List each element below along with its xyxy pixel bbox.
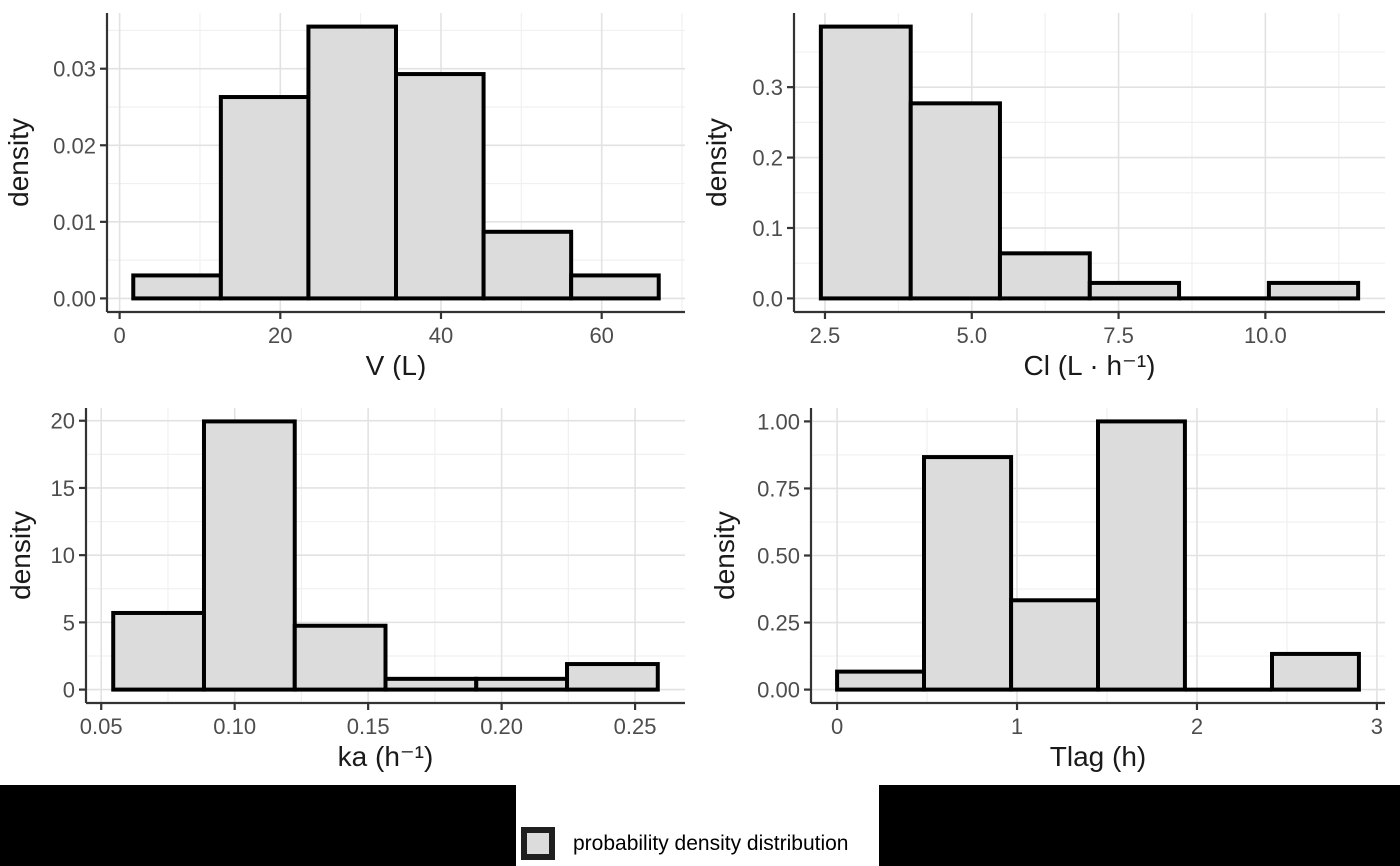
legend-key-swatch [521, 827, 555, 860]
y-tick-label: 0.00 [757, 678, 800, 703]
histogram-bar [1266, 280, 1361, 301]
x-axis-title: ka (h⁻¹) [338, 741, 434, 772]
y-tick-label: 0.3 [752, 75, 783, 100]
y-axis-title: density [3, 118, 34, 207]
redaction-block-right [879, 785, 1400, 866]
x-tick-label: 7.5 [1103, 323, 1134, 348]
histogram-panel-Tlag: 0 1 2 3 0.00 0.25 0.50 0.75 1.00 Tlag (h) density [700, 380, 1400, 785]
x-tick-label: 0.15 [347, 714, 390, 739]
y-tick-label: 0.03 [53, 57, 96, 82]
x-tick-label: 10.0 [1244, 323, 1287, 348]
x-tick-label: 0 [831, 714, 843, 739]
x-tick-label: 60 [589, 323, 613, 348]
y-axis-title: density [5, 511, 36, 600]
y-axis-title: density [701, 118, 732, 207]
x-tick-label: 0.20 [480, 714, 523, 739]
x-axis-title: Cl (L · h⁻¹) [1024, 350, 1156, 380]
legend: probability density distribution [521, 827, 848, 860]
x-tick-label: 20 [268, 323, 292, 348]
histogram-bar [131, 273, 223, 301]
histogram-bar [835, 669, 927, 692]
bottom-row: 0.05 0.10 0.15 0.20 0.25 0 5 10 15 20 ka (h⁻¹) dens… [0, 380, 1400, 785]
histogram-bar [922, 455, 1014, 692]
y-tick-label: 1.00 [757, 409, 800, 434]
y-tick-label: 0 [63, 678, 75, 703]
x-tick-label: 0 [113, 323, 125, 348]
histogram-panel-Cl: 2.5 5.0 7.5 10.0 0.0 0.1 0.2 0.3 Cl (L · h⁻¹) den… [700, 0, 1400, 380]
y-tick-label: 15 [51, 476, 75, 501]
histogram-bar [565, 662, 660, 692]
histogram-bar [1096, 419, 1187, 692]
x-tick-label: 40 [429, 323, 453, 348]
y-tick-label: 0.0 [752, 286, 783, 311]
histogram-panel-ka: 0.05 0.10 0.15 0.20 0.25 0 5 10 15 20 ka (h⁻¹) dens… [0, 380, 700, 785]
histogram-bar [569, 273, 661, 301]
x-tick-label: 1 [1011, 714, 1023, 739]
histogram-bar [383, 676, 479, 692]
histogram-bar [306, 24, 399, 301]
x-axis-title: V (L) [366, 350, 427, 380]
y-tick-label: 5 [63, 610, 75, 635]
y-tick-label: 20 [51, 409, 75, 434]
y-tick-label: 10 [51, 543, 75, 568]
histogram-bar [292, 623, 388, 692]
y-tick-label: 0.50 [757, 544, 800, 569]
y-tick-label: 0.75 [757, 476, 800, 501]
y-tick-label: 0.00 [53, 286, 96, 311]
top-row: 0 20 40 60 0.00 0.01 0.02 0.03 V (L) density 2.5 5… [0, 0, 1400, 380]
histogram-bar [481, 229, 574, 301]
histogram-bar [908, 101, 1002, 301]
legend-label: probability density distribution [573, 832, 849, 855]
y-tick-label: 0.02 [53, 133, 96, 158]
histogram-bar [201, 419, 297, 692]
y-axis-title: density [709, 511, 740, 600]
histogram-bar [394, 72, 486, 301]
x-tick-label: 2.5 [810, 323, 841, 348]
histogram-bar [1269, 651, 1361, 692]
x-tick-label: 0.10 [213, 714, 256, 739]
histogram-bar [997, 251, 1092, 301]
y-tick-label: 0.1 [752, 216, 783, 241]
histogram-bar [1009, 598, 1100, 692]
x-tick-label: 3 [1371, 714, 1383, 739]
histogram-bar [1087, 280, 1182, 301]
x-tick-label: 0.05 [80, 714, 123, 739]
histogram-bar [818, 24, 913, 301]
histogram-bar [111, 610, 206, 692]
y-tick-label: 0.01 [53, 210, 96, 235]
x-tick-label: 2 [1191, 714, 1203, 739]
histogram-bar [218, 95, 311, 301]
histogram-bar [474, 676, 570, 692]
histogram-panel-V: 0 20 40 60 0.00 0.01 0.02 0.03 V (L) density [0, 0, 700, 380]
y-tick-label: 0.25 [757, 611, 800, 636]
x-axis-title: Tlag (h) [1050, 741, 1146, 772]
legend-strip: probability density distribution [0, 785, 1400, 866]
y-tick-label: 0.2 [752, 146, 783, 171]
x-tick-label: 0.25 [614, 714, 657, 739]
redaction-block-left [0, 785, 516, 866]
x-tick-label: 5.0 [956, 323, 987, 348]
